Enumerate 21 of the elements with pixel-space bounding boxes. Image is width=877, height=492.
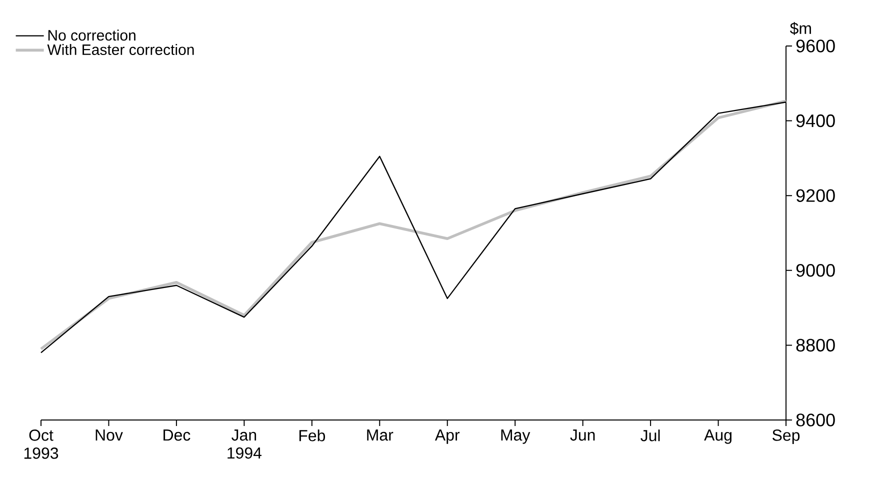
x-tick-label: Mar [367, 430, 394, 441]
y-tick-label: 9200 [796, 189, 835, 202]
y-tick-label: 9400 [796, 114, 835, 128]
x-tick-label: Apr [434, 430, 460, 444]
y-tick-label: 8600 [796, 414, 835, 426]
x-tick-label: Jul [640, 430, 660, 442]
x-tick-label: Jun [570, 430, 595, 441]
x-tick-label: May [501, 430, 530, 444]
y-tick-label: 9000 [796, 264, 835, 277]
x-tick-label: Feb [299, 430, 326, 442]
x-tick-label: Sep [772, 430, 800, 444]
legend-label: With Easter correction [47, 44, 194, 56]
legend-label: No correction [48, 30, 136, 41]
x-tick-label: Nov [96, 430, 123, 441]
x-tick-label: Dec [164, 430, 190, 441]
x-tick-label: Oct 1993 [24, 430, 58, 459]
x-tick-label: Jan 1994 [228, 430, 262, 459]
y-tick-label: 8800 [796, 338, 835, 352]
x-tick-label: Aug [704, 430, 732, 444]
y-axis-title: $m [790, 22, 811, 35]
y-tick-label: 9600 [796, 40, 835, 52]
